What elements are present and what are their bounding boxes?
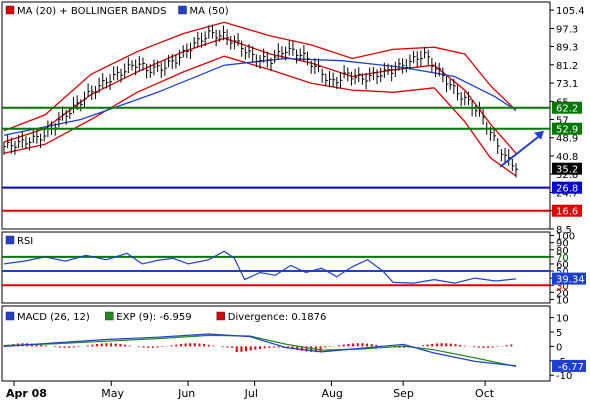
macd-ytick-label: 0 (556, 342, 562, 353)
legend-swatch (105, 311, 114, 321)
price-ytick-label: 97.3 (556, 24, 578, 35)
rsi-ytick-label: 80 (556, 246, 569, 257)
price-ytick-label: 89.3 (556, 42, 578, 53)
rsi-ytick-label: 20 (556, 288, 569, 299)
rsi-ytick-label: 50 (556, 267, 569, 278)
level-badge (552, 162, 582, 175)
level-badge-label: 16.6 (556, 207, 578, 218)
ma50-line (3, 57, 517, 136)
level-badge-label: 35.2 (556, 165, 578, 176)
x-tick-label: Sep (393, 387, 414, 400)
bollinger-lower-line (3, 55, 517, 177)
rsi-ytick-label: 70 (556, 253, 569, 264)
price-ytick-label: 48.9 (556, 134, 578, 145)
rsi-level-label: 50 (556, 267, 569, 278)
macd-ytick-label: 10 (556, 314, 569, 325)
price-ytick-label: 24.7 (556, 188, 578, 199)
rsi-badge-label: 39.34 (556, 275, 585, 286)
level-badge-label: 52.9 (556, 125, 578, 136)
level-badge-label: 26.8 (556, 184, 578, 195)
rsi-panel-frame (1, 231, 551, 304)
rsi-level-label: 70 (556, 253, 569, 264)
rsi-ytick-label: 100 (556, 232, 575, 243)
rsi-ytick-label: 10 (556, 295, 569, 306)
macd-badge (552, 359, 586, 372)
price-ytick-label: 57 (556, 115, 569, 126)
rsi-ytick-label: 60 (556, 260, 569, 271)
bollinger-upper-line (3, 21, 517, 132)
x-tick-label: May (101, 387, 124, 400)
level-badge (552, 122, 582, 135)
price-ytick-label: 8.5 (556, 225, 572, 236)
trend-arrow-line (499, 133, 542, 168)
level-badge-label: 62.2 (556, 104, 578, 115)
price-ytick-label: 73.1 (556, 79, 578, 90)
price-ytick-label: 40.8 (556, 152, 578, 163)
price-ytick-label: 105.4 (556, 6, 585, 17)
legend-swatch (5, 235, 15, 245)
rsi-ytick-label: 90 (556, 239, 569, 250)
legend-label: RSI (17, 236, 33, 247)
price-panel-frame (1, 1, 551, 230)
x-tick-label: Oct (475, 387, 495, 400)
legend-swatch (216, 311, 226, 321)
legend-swatch (178, 5, 187, 15)
legend-swatch (5, 311, 15, 321)
rsi-ytick-label: 30 (556, 281, 569, 292)
legend-swatch (5, 5, 15, 15)
legend-label: Divergence: 0.1876 (228, 312, 327, 323)
price-ytick-label: 81.2 (556, 61, 578, 72)
macd-ytick-label: 5 (556, 328, 562, 339)
rsi-line (3, 250, 517, 284)
x-tick-label: Jul (244, 387, 258, 400)
legend-label: MACD (26, 12) (17, 312, 90, 323)
rsi-badge (552, 272, 586, 285)
rsi-level-label: 30 (556, 281, 569, 292)
x-tick-label: Aug (321, 387, 342, 400)
legend-label: EXP (9): -6.959 (116, 312, 191, 323)
price-ytick-label: 32.8 (556, 170, 578, 181)
level-badge (552, 101, 582, 114)
legend-label: MA (20) + BOLLINGER BANDS (17, 6, 166, 17)
macd-badge-label: -6.77 (558, 362, 584, 373)
trend-arrow-head (534, 130, 544, 140)
legend-label: MA (50) (190, 6, 229, 17)
macd-ytick-label: -10 (556, 371, 572, 382)
level-badge (552, 181, 582, 194)
x-tick-label: Jun (177, 387, 195, 400)
macd-panel-frame (1, 305, 551, 382)
x-tick-label: Apr 08 (6, 387, 47, 400)
level-badge (552, 204, 582, 217)
macd-line (3, 333, 517, 367)
macd-signal-line (3, 334, 517, 368)
